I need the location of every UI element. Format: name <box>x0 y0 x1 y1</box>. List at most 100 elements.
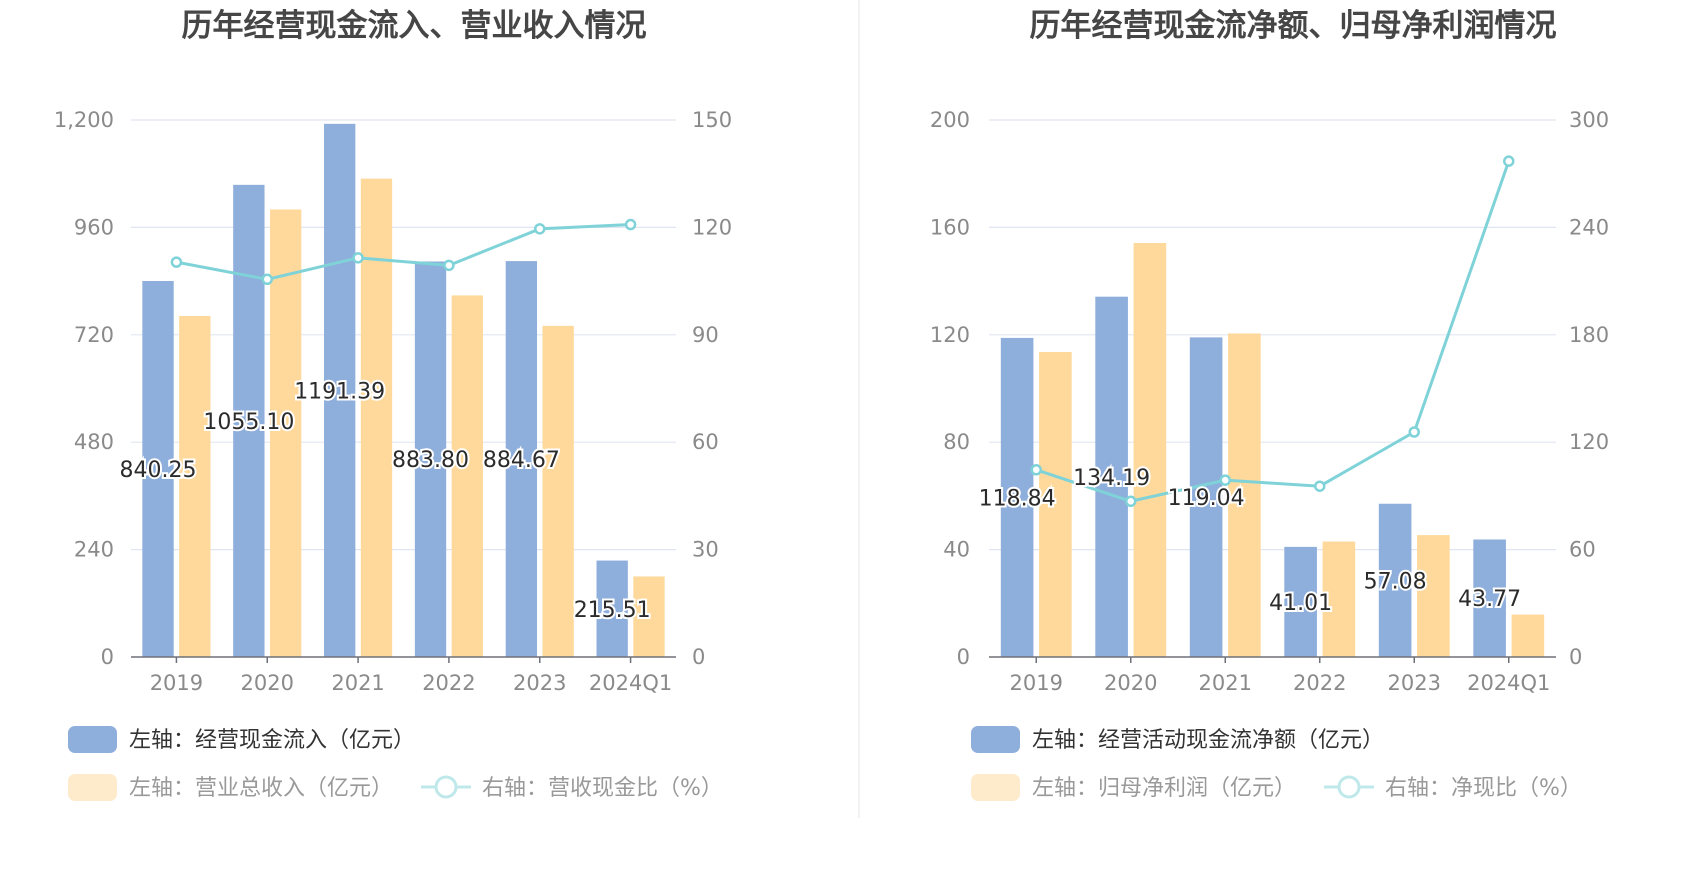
chart-net-cashflow-profit: 历年经营现金流净额、归母净利润情况 0 0 40 60 80 120 120 180 160 24… <box>930 8 1609 801</box>
x-axis-tick-label: 2024Q1 <box>589 671 672 695</box>
data-label: 884.67 <box>483 448 560 473</box>
bar-series-2 <box>451 295 483 657</box>
bar-series-1 <box>1000 337 1034 657</box>
x-axis-tick-label: 2023 <box>513 671 566 695</box>
right-axis-tick-label: 30 <box>692 538 719 562</box>
x-axis-tick-label: 2022 <box>1293 671 1346 695</box>
data-label: 840.25 <box>120 458 197 483</box>
legend-circle-icon <box>434 775 458 799</box>
bar-series-1 <box>1378 503 1412 657</box>
x-axis-tick-label: 2021 <box>331 671 384 695</box>
line-series <box>176 223 631 281</box>
bar-series-1 <box>324 123 356 658</box>
left-axis-tick-label: 0 <box>957 645 970 669</box>
bar-series-2 <box>542 325 574 657</box>
bar-series-2 <box>360 178 393 657</box>
legend-swatch-series-2 <box>971 774 1020 801</box>
chart-title: 历年经营现金流净额、归母净利润情况 <box>1030 8 1557 44</box>
line-point <box>1314 480 1326 492</box>
bar-series-1 <box>142 280 174 657</box>
bar-series-2 <box>269 209 302 657</box>
bar-series-1 <box>505 261 538 657</box>
data-label: 1055.10 <box>203 410 294 435</box>
left-axis-tick-label: 40 <box>943 538 970 562</box>
line-point <box>1408 426 1420 438</box>
bar-series-1 <box>414 261 447 657</box>
bar-series-1 <box>596 560 628 657</box>
left-axis-tick-label: 960 <box>74 215 114 239</box>
right-axis-tick-label: 120 <box>1569 430 1609 454</box>
right-axis-tick-label: 60 <box>692 430 719 454</box>
line-point <box>443 259 455 272</box>
line-point <box>1030 464 1042 476</box>
left-axis-tick-label: 480 <box>74 430 114 454</box>
legend-swatch-series-1 <box>971 726 1020 753</box>
x-axis-tick-label: 2019 <box>1010 671 1063 695</box>
legend-swatch-series-1 <box>68 726 117 753</box>
x-axis-tick-label: 2020 <box>1104 671 1157 695</box>
line-point <box>1219 474 1231 486</box>
right-axis-tick-label: 0 <box>1569 645 1582 669</box>
legend-label-series-1: 左轴：经营现金流入（亿元） <box>129 728 415 753</box>
legend-label-series-3: 右轴：净现比（%） <box>1385 776 1582 801</box>
left-axis-tick-label: 80 <box>943 430 970 454</box>
line-point <box>261 273 273 286</box>
line-point <box>534 223 546 235</box>
bar-series-1 <box>1284 546 1317 657</box>
chart-cash-inflow-revenue: 历年经营现金流入、营业收入情况 0 0 240 30 480 60 720 90 960 120 1… <box>54 8 732 801</box>
chart-title: 历年经营现金流入、营业收入情况 <box>182 8 647 44</box>
data-label: 1191.39 <box>294 379 385 404</box>
x-axis-tick-label: 2024Q1 <box>1467 671 1550 695</box>
bar-series-2 <box>1133 242 1167 657</box>
data-label: 43.77 <box>1458 587 1521 612</box>
bar-series-2 <box>1417 535 1450 657</box>
left-axis-tick-label: 240 <box>74 538 114 562</box>
line-point <box>170 256 183 268</box>
left-axis-tick-label: 120 <box>930 323 970 347</box>
x-axis-tick-label: 2020 <box>241 671 294 695</box>
bar-series-1 <box>1473 539 1506 657</box>
x-axis-tick-label: 2021 <box>1199 671 1252 695</box>
left-axis-tick-label: 160 <box>930 215 970 239</box>
bar-series-2 <box>1511 614 1545 657</box>
data-label: 215.51 <box>574 598 651 623</box>
left-axis-tick-label: 0 <box>101 645 114 669</box>
x-axis-tick-label: 2019 <box>150 671 203 695</box>
right-axis-tick-label: 240 <box>1569 215 1609 239</box>
left-axis-tick-label: 200 <box>930 108 970 132</box>
right-axis-tick-label: 120 <box>692 215 732 239</box>
legend-swatch-series-2 <box>68 774 117 801</box>
x-axis-tick-label: 2022 <box>422 671 475 695</box>
bar-series-2 <box>179 316 211 657</box>
line-point <box>1125 495 1137 508</box>
data-label: 883.80 <box>392 448 469 473</box>
right-axis-tick-label: 150 <box>692 108 732 132</box>
bar-series-1 <box>233 184 265 657</box>
right-axis-tick-label: 300 <box>1569 108 1609 132</box>
line-point <box>624 218 637 231</box>
right-axis-tick-label: 180 <box>1569 323 1609 347</box>
data-label: 134.19 <box>1073 466 1150 491</box>
left-axis-tick-label: 1,200 <box>54 108 114 132</box>
bar-series-2 <box>1228 333 1261 657</box>
right-axis-tick-label: 0 <box>692 645 705 669</box>
bar-series-2 <box>1322 541 1356 657</box>
bar-series-2 <box>633 576 665 657</box>
legend-label-series-3: 右轴：营收现金比（%） <box>482 776 723 801</box>
bar-series-1 <box>1189 337 1223 657</box>
line-point <box>352 252 364 264</box>
legend-label-series-2: 左轴：营业总收入（亿元） <box>129 776 393 801</box>
line-point <box>1503 155 1515 167</box>
x-axis-tick-label: 2023 <box>1388 671 1441 695</box>
bar-series-1 <box>1095 296 1128 657</box>
data-label: 119.04 <box>1168 486 1245 511</box>
data-label: 41.01 <box>1269 591 1332 616</box>
legend-label-series-2: 左轴：归母净利润（亿元） <box>1032 776 1296 801</box>
bar-series-2 <box>1039 351 1072 657</box>
right-axis-tick-label: 90 <box>692 323 719 347</box>
data-label: 57.08 <box>1364 569 1427 594</box>
right-axis-tick-label: 60 <box>1569 538 1596 562</box>
left-axis-tick-label: 720 <box>74 323 114 347</box>
legend-circle-icon <box>1337 775 1361 799</box>
